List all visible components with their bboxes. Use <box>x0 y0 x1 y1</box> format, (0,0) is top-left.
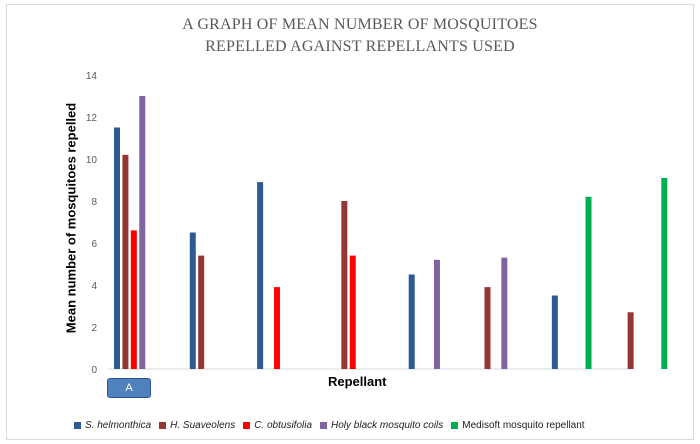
bars-group <box>114 96 668 369</box>
legend-label: H. Suaveolens <box>170 420 236 431</box>
bar <box>585 196 592 369</box>
legend-label: C. obtusifolia <box>254 420 313 431</box>
legend-swatch <box>320 422 328 429</box>
legend-label: Medisoft mosquito repellant <box>462 420 585 431</box>
bar <box>114 127 120 369</box>
legend-item: H. Suaveolens <box>159 420 235 431</box>
legend-item: C. obtusifolia <box>243 420 312 431</box>
legend-swatch <box>243 422 251 429</box>
legend-label: Holy black mosquito coils <box>331 420 444 431</box>
y-tick-label: 2 <box>91 323 97 334</box>
legend-item: Medisoft mosquito repellant <box>451 420 585 431</box>
bar <box>341 201 348 369</box>
bar <box>257 182 264 369</box>
chart-title: A GRAPH OF MEAN NUMBER OF MOSQUITOES REP… <box>100 14 620 58</box>
group-label-text: A <box>125 382 133 394</box>
bar <box>139 96 146 369</box>
y-tick-label: 0 <box>91 365 97 376</box>
bar <box>130 230 137 369</box>
y-tick-label: 12 <box>86 113 98 124</box>
y-tick-label: 14 <box>86 71 98 82</box>
bar <box>273 287 280 369</box>
legend-item: Holy black mosquito coils <box>320 420 443 431</box>
legend-item: S. helmonthica <box>74 420 151 431</box>
bar <box>122 154 129 369</box>
bar <box>484 287 491 369</box>
y-tick-labels: 0 2 4 6 8 10 12 14 <box>86 71 98 376</box>
y-tick-label: 8 <box>91 197 97 208</box>
legend: S. helmonthica H. Suaveolens C. obtusifo… <box>74 420 585 431</box>
bar <box>198 255 205 369</box>
bar <box>349 255 356 369</box>
chart-title-line-2: REPELLED AGAINST REPELLANTS USED <box>205 38 515 55</box>
y-tick-label: 6 <box>91 239 97 250</box>
bar <box>433 259 440 369</box>
legend-swatch <box>74 422 81 429</box>
bar <box>661 177 668 369</box>
bar <box>408 274 415 369</box>
bar <box>189 232 196 369</box>
y-tick-label: 10 <box>86 155 98 166</box>
legend-swatch <box>159 422 167 429</box>
y-tick-label: 4 <box>91 281 97 292</box>
group-label-button[interactable]: A <box>107 378 151 398</box>
x-axis-title: Repellant <box>328 374 387 389</box>
bar <box>501 257 508 369</box>
bar <box>551 295 558 369</box>
legend-swatch <box>451 422 459 429</box>
bar <box>627 312 634 369</box>
legend-label: S. helmonthica <box>85 420 152 431</box>
chart-title-line-1: A GRAPH OF MEAN NUMBER OF MOSQUITOES <box>182 16 538 33</box>
y-axis-title: Mean number of mosquitoes repelled <box>63 102 79 334</box>
